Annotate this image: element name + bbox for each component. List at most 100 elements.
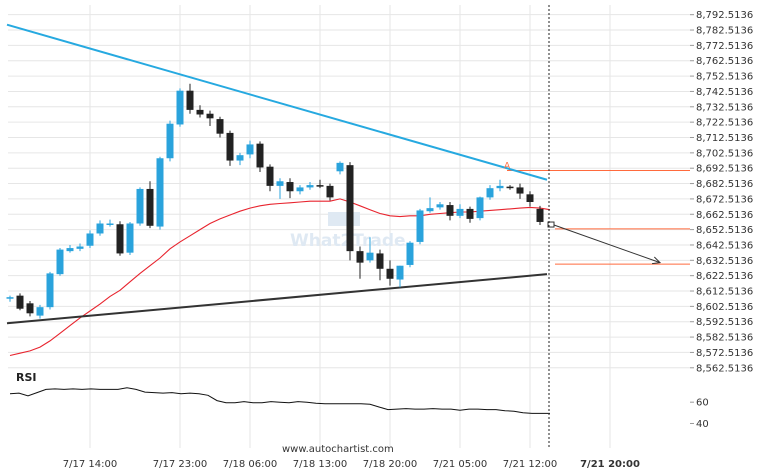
candle-body	[256, 143, 264, 168]
price-tick-label: 8,752.5136	[696, 72, 753, 83]
rsi-tick-label: 60	[696, 398, 709, 409]
candle-body	[196, 109, 204, 115]
price-tick-label: 8,652.5136	[696, 225, 753, 236]
time-grid	[89, 5, 611, 448]
price-tick-label: 8,592.5136	[696, 317, 753, 328]
candle-body	[326, 185, 334, 198]
time-tick-label: 7/17 14:00	[63, 459, 117, 470]
price-tick-label: 8,692.5136	[696, 164, 753, 175]
candle-body	[446, 205, 454, 216]
candle-body	[46, 273, 54, 308]
projection-line	[553, 224, 661, 264]
time-tick-label: 7/18 13:00	[293, 459, 347, 470]
candle-body	[126, 223, 134, 253]
candle-body	[336, 162, 344, 172]
candle-body	[416, 210, 424, 242]
candle-body	[496, 185, 504, 189]
candle-body	[236, 155, 244, 161]
time-axis: 7/17 14:00 7/17 23:00 7/18 06:00 7/18 13:00…	[63, 459, 640, 470]
horizontal-levels	[507, 170, 690, 265]
time-tick-label: 7/18 06:00	[223, 459, 277, 470]
candle-body	[476, 197, 484, 219]
price-tick-label: 8,672.5136	[696, 194, 753, 205]
candle-body	[76, 246, 84, 249]
price-tick-label: 8,712.5136	[696, 133, 753, 144]
resistance-line	[6, 23, 548, 181]
candle-body	[366, 252, 374, 261]
candle-body	[286, 182, 294, 192]
candle-body	[16, 295, 24, 309]
candle-body	[396, 265, 404, 280]
time-tick-label: 7/18 20:00	[363, 459, 417, 470]
footer-text: www.autochartist.com	[282, 444, 394, 455]
candle-body	[146, 188, 154, 226]
price-tick-label: 8,732.5136	[696, 102, 753, 113]
price-tick-label: 8,702.5136	[696, 148, 753, 159]
price-tick-label: 8,722.5136	[696, 118, 753, 129]
candle-body	[506, 186, 514, 189]
price-tick-label: 8,742.5136	[696, 87, 753, 98]
price-tick-label: 8,612.5136	[696, 287, 753, 298]
candle-body	[536, 208, 544, 222]
candle-body	[226, 132, 234, 161]
candle-body	[356, 251, 364, 263]
candle-body	[266, 166, 274, 186]
candle-body	[346, 165, 354, 252]
time-tick-label: 7/21 05:00	[433, 459, 487, 470]
candle-body	[176, 90, 184, 125]
support-line	[6, 273, 548, 325]
projection	[547, 221, 662, 265]
candle-body	[456, 208, 464, 216]
candle-body	[86, 233, 94, 246]
time-tick-label: 7/21 20:00	[580, 459, 640, 470]
candles	[6, 83, 544, 319]
time-tick-label: 7/21 12:00	[503, 459, 557, 470]
point-a-label: A	[504, 162, 511, 172]
candle-body	[116, 224, 124, 254]
candle-body	[36, 307, 44, 316]
candle-body	[6, 297, 14, 299]
price-tick-label: 8,622.5136	[696, 271, 753, 282]
watermark-mark	[328, 212, 360, 226]
candle-body	[96, 223, 104, 234]
time-tick-label: 7/17 23:00	[153, 459, 207, 470]
price-tick-label: 8,662.5136	[696, 210, 753, 221]
candle-body	[206, 113, 214, 119]
candle-body	[186, 90, 194, 110]
candle-body	[106, 223, 114, 225]
projection-arrowhead	[651, 256, 662, 265]
candle-body	[316, 185, 324, 187]
candle-body	[406, 242, 414, 265]
price-tick-label: 8,792.5136	[696, 10, 753, 21]
projection-start-box	[547, 221, 555, 228]
price-tick-label: 8,642.5136	[696, 240, 753, 251]
rsi-panel: RSI 60 40	[9, 371, 709, 430]
price-tick-label: 8,602.5136	[696, 302, 753, 313]
price-tick-label: 8,562.5136	[696, 363, 753, 374]
candle-body	[66, 248, 74, 252]
candle-body	[376, 253, 384, 269]
price-tick-label: 8,582.5136	[696, 333, 753, 344]
price-tick-label: 8,632.5136	[696, 256, 753, 267]
candle-body	[526, 194, 534, 203]
candle-body	[466, 208, 474, 219]
candle-body	[156, 158, 164, 227]
candle-body	[436, 204, 444, 208]
candle-body	[276, 181, 284, 186]
price-axis: 8,792.5136 8,782.5136 8,772.5136 8,762.5136…	[690, 10, 753, 374]
candle-body	[246, 144, 254, 155]
price-tick-label: 8,762.5136	[696, 56, 753, 67]
candle-body	[296, 187, 304, 192]
candle-body	[306, 185, 314, 188]
candle-body	[486, 188, 494, 198]
candle-body	[56, 249, 64, 275]
rsi-tick-label: 40	[696, 419, 709, 430]
rsi-title: RSI	[16, 371, 37, 384]
price-tick-label: 8,782.5136	[696, 26, 753, 37]
candle-body	[136, 188, 144, 224]
candle-body	[426, 208, 434, 212]
candle-body	[26, 303, 34, 314]
candle-body	[216, 119, 224, 134]
